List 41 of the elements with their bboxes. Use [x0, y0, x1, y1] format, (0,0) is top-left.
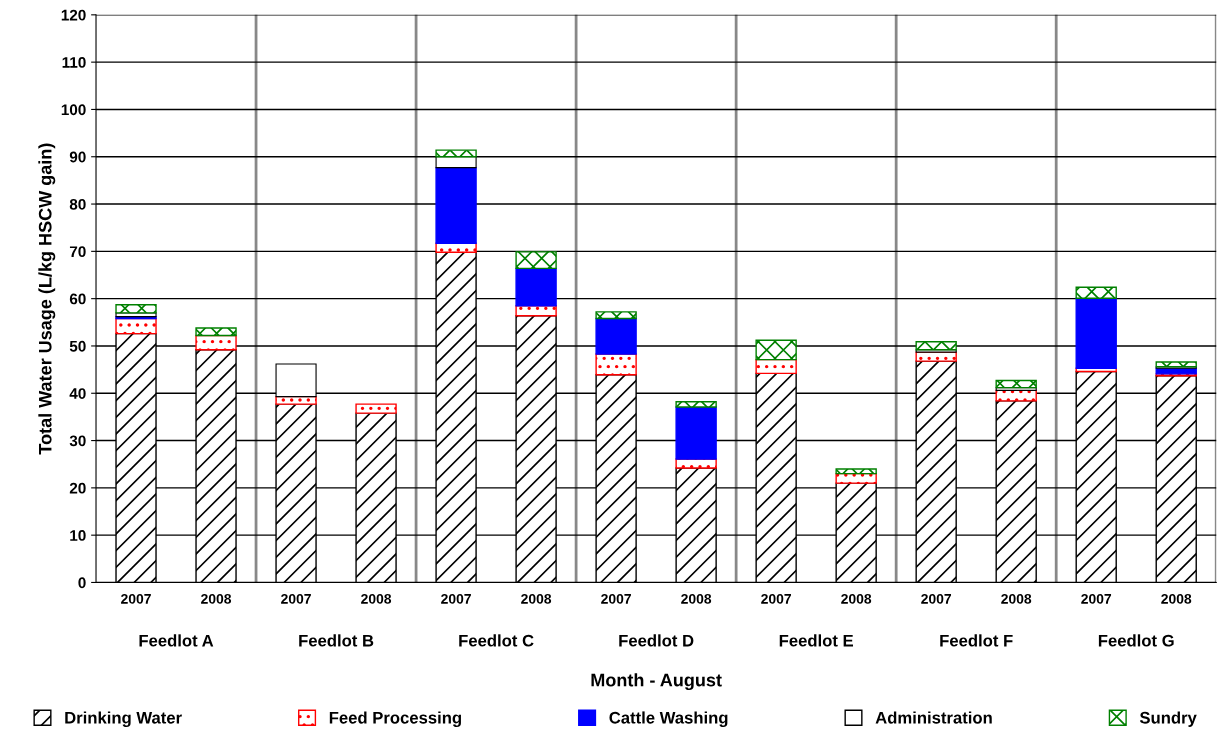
x-tick-label: 2007 [281, 593, 311, 604]
text: Feedlot F [940, 634, 1013, 647]
legend-label: Administration [875, 711, 992, 724]
y-tick-label: 0 [78, 577, 86, 589]
y-tick-label: 20 [69, 482, 86, 494]
y-tick-label: 30 [69, 435, 86, 447]
x-tick-label: 2008 [1161, 593, 1192, 604]
y-tick-label: 120 [61, 9, 86, 21]
x-tick-label: 2007 [601, 593, 631, 604]
x-tick-label: 2007 [761, 593, 791, 604]
x-tick-label: 2007 [441, 593, 471, 604]
text: Feedlot A [139, 634, 214, 647]
y-tick-label: 10 [70, 530, 86, 541]
text: Feedlot G [1098, 634, 1174, 647]
x-tick-label: 2008 [361, 593, 392, 604]
y-tick-label: 100 [61, 104, 86, 116]
x-tick-label: 2008 [841, 593, 872, 604]
legend-label: Feed Processing [329, 711, 461, 727]
legend-label: Sundry [1139, 711, 1197, 727]
y-tick-label: 50 [69, 340, 86, 352]
x-tick-label: 2008 [1001, 593, 1032, 604]
y-tick-label: 60 [69, 293, 86, 305]
text: Feedlot C [459, 634, 534, 647]
y-tick-label: 40 [69, 388, 86, 399]
legend-label: Drinking Water [65, 711, 182, 727]
x-tick-label: 2008 [681, 593, 712, 604]
legend-label: Cattle Washing [609, 711, 728, 727]
y-tick-label: 70 [69, 246, 86, 258]
x-tick-label: 2008 [201, 593, 232, 604]
x-tick-label: 2007 [121, 593, 151, 604]
y-tick-label: 90 [69, 151, 86, 163]
x-tick-label: 2007 [1081, 593, 1112, 604]
y-tick-label: 80 [69, 198, 86, 210]
y-tick-label: 110 [62, 57, 86, 68]
text: Feedlot E [779, 634, 854, 647]
x-tick-label: 2008 [521, 593, 552, 604]
text: Feedlot B [299, 634, 374, 647]
x-axis-title: Month - August [591, 673, 722, 691]
text: Feedlot D [619, 634, 694, 647]
y-axis-title: Total Water Usage (L/kg HSCW gain) [38, 143, 56, 455]
x-tick-label: 2007 [921, 593, 952, 604]
